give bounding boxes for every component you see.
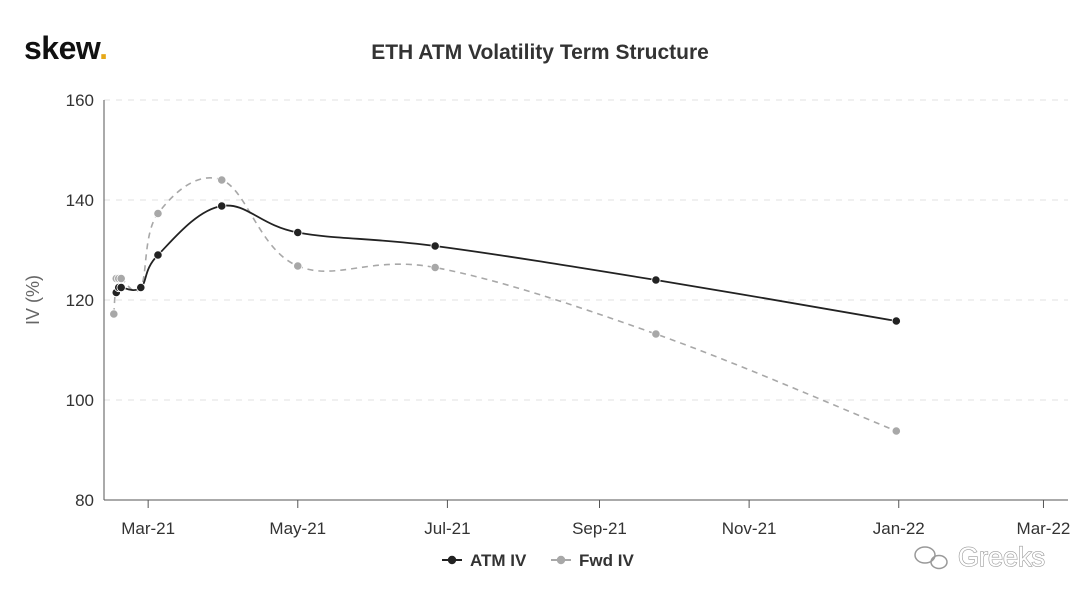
series-line bbox=[113, 177, 897, 432]
data-point bbox=[430, 241, 440, 251]
x-tick-label: Mar-21 bbox=[121, 519, 175, 538]
x-tick-label: Nov-21 bbox=[722, 519, 777, 538]
legend[interactable]: ATM IV Fwd IV bbox=[442, 551, 634, 570]
watermark: Greeks bbox=[914, 541, 1046, 573]
chart-title: ETH ATM Volatility Term Structure bbox=[371, 41, 709, 64]
series bbox=[109, 175, 901, 436]
legend-marker bbox=[447, 555, 457, 565]
data-point bbox=[651, 329, 661, 339]
skew-logo: skew. bbox=[24, 30, 108, 67]
legend-label: Fwd IV bbox=[579, 551, 634, 570]
grid-lines bbox=[104, 99, 1068, 401]
x-tick-label: Sep-21 bbox=[572, 519, 627, 538]
series-fwd-iv bbox=[109, 175, 901, 436]
legend-item-fwd-iv[interactable]: Fwd IV bbox=[551, 551, 634, 570]
data-point bbox=[293, 261, 303, 271]
data-point bbox=[651, 275, 661, 285]
data-point bbox=[891, 316, 901, 326]
legend-label: ATM IV bbox=[470, 551, 527, 570]
series-atm-iv bbox=[111, 201, 901, 326]
data-point bbox=[217, 175, 227, 185]
wechat-icon bbox=[914, 546, 948, 570]
y-tick-label: 140 bbox=[66, 191, 94, 210]
legend-marker bbox=[556, 555, 566, 565]
y-tick-label: 120 bbox=[66, 291, 94, 310]
data-point bbox=[153, 250, 163, 260]
legend-item-atm-iv[interactable]: ATM IV bbox=[442, 551, 527, 570]
x-tick-label: Mar-22 bbox=[1017, 519, 1071, 538]
logo-dot: . bbox=[99, 30, 108, 66]
watermark-text: Greeks bbox=[958, 542, 1045, 572]
data-point bbox=[116, 273, 126, 284]
data-point bbox=[136, 282, 146, 293]
logo-text: skew bbox=[24, 30, 100, 66]
y-tick-label: 80 bbox=[75, 491, 94, 510]
y-tick-label: 100 bbox=[66, 391, 94, 410]
data-point bbox=[217, 201, 227, 211]
data-point bbox=[430, 262, 440, 273]
x-tick-label: Jan-22 bbox=[873, 519, 925, 538]
y-axis-label: IV (%) bbox=[23, 275, 43, 325]
data-point bbox=[109, 309, 119, 319]
axes: 80 100 120 140 160 Mar-21 May-21 Jul-21 Sep-21 No… bbox=[66, 91, 1071, 538]
series-line bbox=[115, 204, 897, 322]
x-tick-label: May-21 bbox=[269, 519, 326, 538]
data-point bbox=[116, 282, 126, 293]
y-tick-label: 160 bbox=[66, 91, 94, 110]
data-point bbox=[153, 208, 163, 219]
x-tick-label: Jul-21 bbox=[424, 519, 470, 538]
data-point bbox=[293, 227, 303, 238]
data-point bbox=[891, 426, 901, 436]
